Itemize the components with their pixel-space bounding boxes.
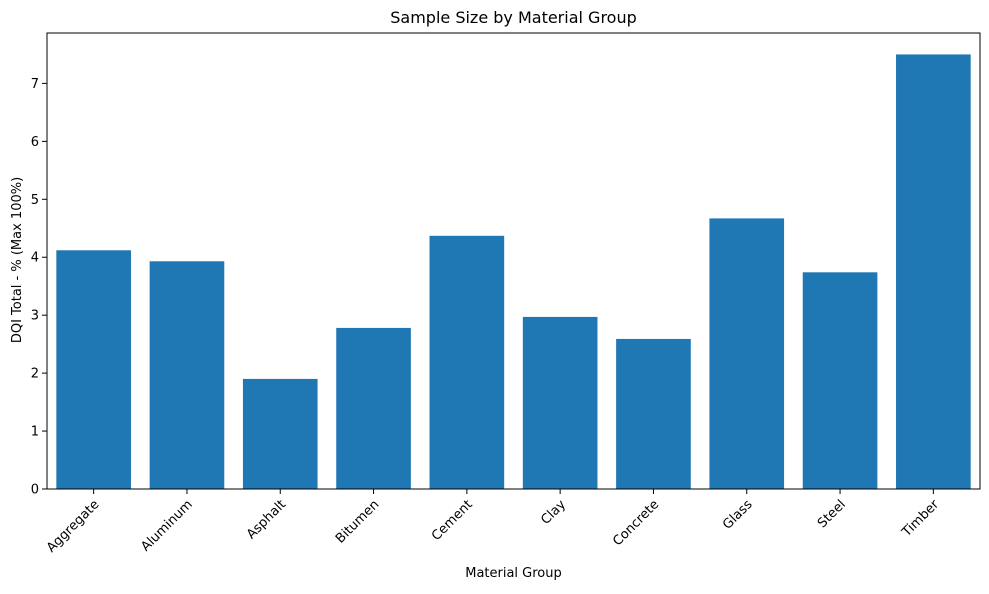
- y-axis-label: DQI Total - % (Max 100%): [10, 177, 25, 343]
- y-tick-label: 3: [31, 309, 39, 324]
- x-tick-label-concrete: Concrete: [610, 497, 662, 549]
- y-tick-label: 0: [31, 483, 39, 498]
- y-tick-label: 7: [31, 77, 39, 92]
- x-axis: Aggregate Aluminum Asphalt Bitumen Cement Cla…: [44, 489, 943, 556]
- y-tick-label: 5: [31, 193, 39, 208]
- x-axis-label: Material Group: [465, 566, 562, 581]
- y-tick-label: 4: [31, 251, 39, 266]
- bar-concrete: [616, 338, 691, 489]
- x-tick-label-aggregate: Aggregate: [44, 497, 103, 556]
- bar-bitumen: [336, 327, 411, 489]
- y-tick-label: 1: [31, 425, 39, 440]
- bar-steel: [802, 272, 878, 489]
- bar-asphalt: [242, 378, 318, 489]
- y-tick-label: 6: [31, 135, 39, 150]
- bar-aluminum: [149, 261, 225, 489]
- plot-frame: [46, 32, 981, 490]
- x-tick-label-bitumen: Bitumen: [333, 497, 382, 546]
- plot-area: [46, 32, 981, 490]
- x-tick-label-timber: Timber: [899, 497, 943, 541]
- x-tick-label-cement: Cement: [429, 497, 476, 544]
- x-tick-label-steel: Steel: [815, 497, 849, 531]
- y-tick-label: 2: [31, 367, 39, 382]
- chart-title: Sample Size by Material Group: [390, 8, 637, 27]
- x-tick-label-glass: Glass: [720, 497, 756, 533]
- bar-timber: [896, 54, 971, 489]
- bar-cement: [429, 235, 505, 489]
- x-tick-label-clay: Clay: [538, 497, 569, 528]
- x-tick-label-aluminum: Aluminum: [138, 497, 195, 554]
- bar-aggregate: [56, 250, 131, 489]
- bar-glass: [709, 218, 785, 489]
- x-tick-label-asphalt: Asphalt: [244, 497, 289, 542]
- y-axis: 0 1 2 3 4 5 6 7: [31, 77, 47, 498]
- bar-clay: [522, 316, 598, 489]
